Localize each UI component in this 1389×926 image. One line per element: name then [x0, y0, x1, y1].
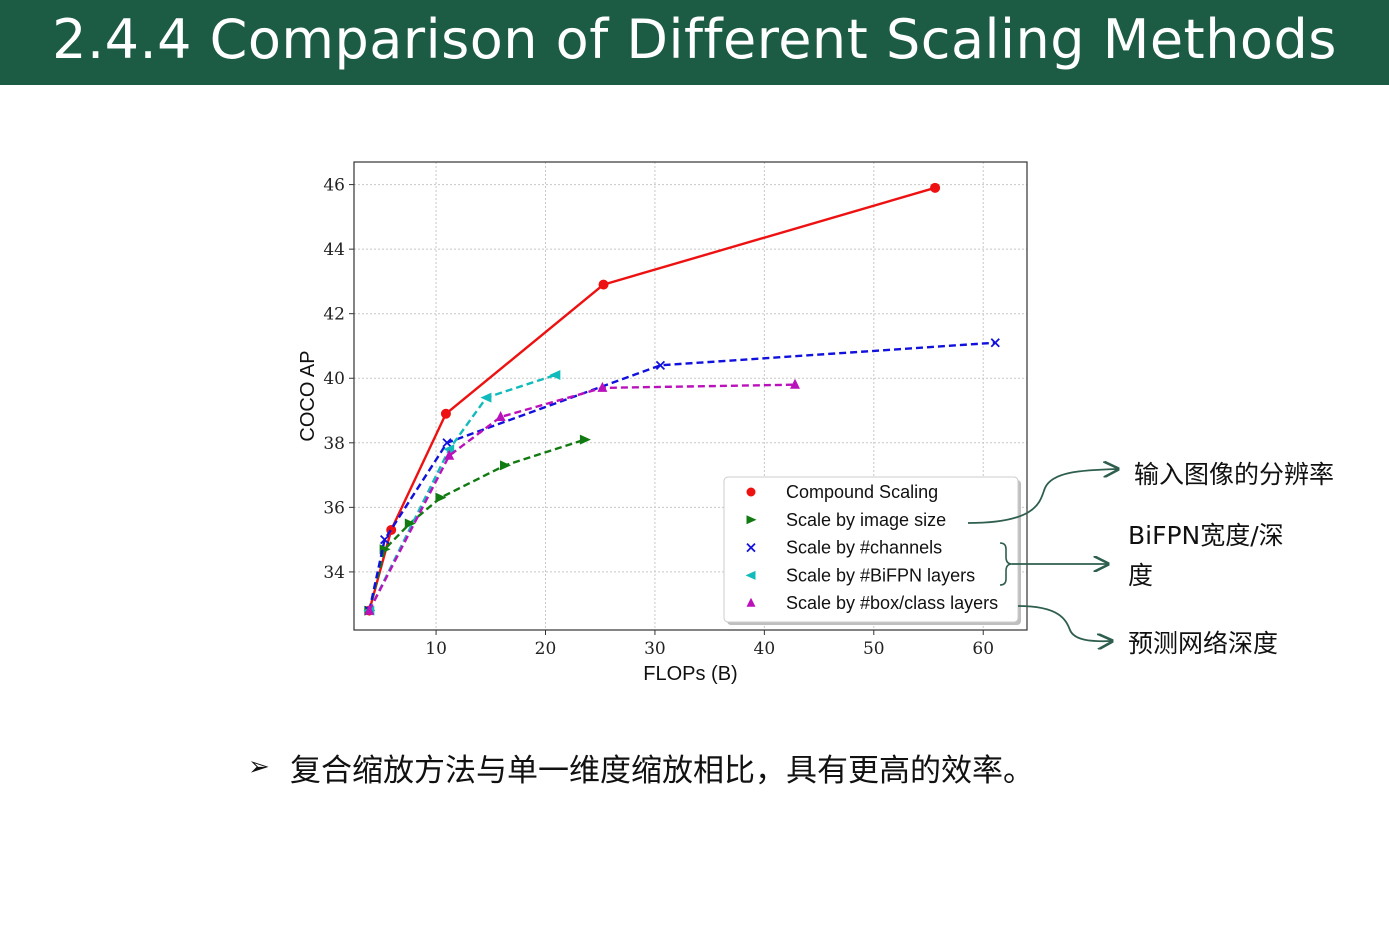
- x-tick-label: 30: [644, 639, 666, 659]
- data-point: [442, 438, 452, 448]
- data-point: [790, 378, 801, 389]
- data-point: [480, 392, 492, 403]
- x-tick-label: 40: [754, 639, 776, 659]
- legend-marker: [746, 542, 756, 553]
- data-point: [597, 381, 608, 392]
- data-point: [930, 182, 941, 193]
- data-point: [440, 408, 451, 419]
- annotation-prediction-depth: 预测网络深度: [1128, 629, 1279, 658]
- data-point: [598, 279, 609, 290]
- y-tick-label: 42: [323, 305, 345, 325]
- image-size-arrow: [967, 469, 1118, 524]
- series-line: [368, 373, 556, 612]
- y-tick-label: 36: [323, 498, 345, 518]
- series-layer: [363, 182, 1000, 616]
- legend-marker: [746, 487, 756, 497]
- annotation-arrows: [967, 469, 1118, 641]
- plot-frame: [353, 161, 1028, 631]
- data-point: [655, 360, 666, 370]
- data-point: [380, 534, 390, 545]
- legend-label: Scale by image size: [786, 510, 946, 530]
- data-point: [443, 444, 455, 455]
- axes: [353, 161, 1028, 631]
- y-tick-label: 40: [323, 369, 345, 389]
- legend-label: Scale by #box/class layers: [786, 593, 998, 613]
- data-point: [435, 492, 447, 503]
- series-line: [368, 383, 796, 612]
- slide-title: 2.4.4 Comparison of Different Scaling Me…: [52, 8, 1337, 71]
- data-point: [549, 370, 561, 381]
- legend-label: Scale by #channels: [786, 538, 942, 558]
- data-point: [990, 338, 1000, 348]
- box-class-arrow: [1017, 605, 1112, 641]
- y-tick-label: 34: [323, 563, 345, 583]
- annotation-bifpn-line1: BiFPN宽度/深: [1128, 521, 1284, 550]
- x-tick-label: 60: [972, 639, 994, 659]
- x-tick-label: 20: [535, 639, 557, 659]
- bullet-arrow-icon: ➢: [248, 752, 270, 782]
- series-line: [368, 438, 586, 611]
- data-point: [495, 410, 506, 421]
- legend-label: Compound Scaling: [786, 482, 938, 502]
- bullet-text: 复合缩放方法与单一维度缩放相比，具有更高的效率。: [290, 752, 1034, 789]
- data-point: [500, 460, 512, 471]
- data-point: [579, 434, 591, 445]
- legend: Compound Scaling Scale by image size Scale…: [723, 476, 1021, 625]
- annotation-bifpn-line2: 度: [1128, 561, 1154, 590]
- x-tick-label: 50: [863, 639, 885, 659]
- bullet-item: ➢ 复合缩放方法与单一维度缩放相比，具有更高的效率。: [248, 742, 1034, 792]
- y-tick-label: 44: [323, 240, 345, 260]
- data-point: [364, 604, 375, 615]
- data-point: [444, 449, 455, 460]
- annotation-image-resolution: 输入图像的分辨率: [1134, 460, 1335, 489]
- y-tick-label: 46: [323, 176, 345, 196]
- y-tick-label: 38: [323, 434, 345, 454]
- series-3: [363, 370, 561, 616]
- x-axis-label: FLOPs (B): [643, 663, 737, 685]
- data-point: [404, 518, 416, 529]
- legend-label: Scale by #BiFPN layers: [786, 565, 975, 585]
- series-4: [364, 378, 801, 615]
- ticks: 10 20 30 40 50 60 34 36 38 40 42 44 46: [323, 176, 994, 659]
- legend-marker: [745, 570, 756, 580]
- y-axis-label: COCO AP: [297, 350, 319, 441]
- series-1: [364, 434, 591, 616]
- legend-marker: [746, 515, 757, 525]
- legend-marker: [746, 597, 756, 607]
- x-tick-label: 10: [425, 639, 447, 659]
- title-bar: [0, 0, 1389, 85]
- legend-box: [723, 476, 1019, 623]
